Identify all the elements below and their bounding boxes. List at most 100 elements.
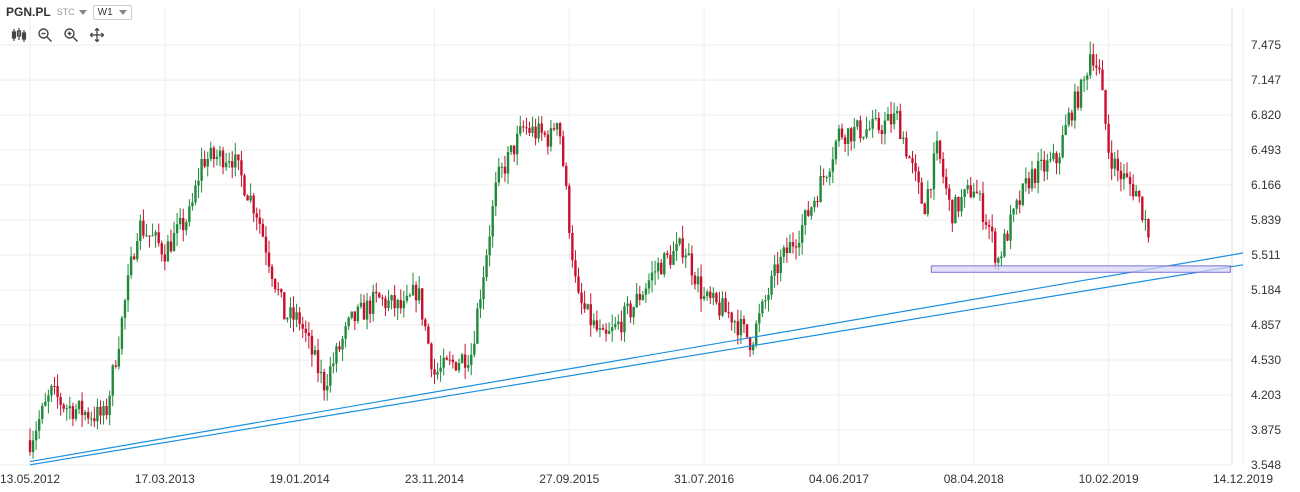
y-tick-label: 3.875	[1251, 423, 1281, 437]
y-tick-label: 4.203	[1251, 388, 1281, 402]
chart-annotations[interactable]	[29, 252, 1244, 466]
candle-body-down	[322, 371, 326, 391]
candle-body-down	[1147, 219, 1150, 238]
candle-body-down	[298, 312, 301, 324]
candle-body-up	[295, 312, 298, 320]
candle-body-down	[583, 303, 586, 310]
candle-body-up	[739, 318, 743, 336]
candle-body-down	[571, 233, 574, 261]
candle-body-down	[1055, 153, 1058, 164]
candle-body-down	[969, 185, 972, 198]
candle-body-up	[1036, 161, 1040, 183]
interval-dropdown[interactable]: W1	[92, 4, 132, 20]
candle-body-up	[37, 419, 41, 431]
candle-body-up	[1134, 190, 1138, 197]
candle-body-down	[724, 298, 727, 313]
candle-body-up	[828, 171, 831, 177]
candle-body-down	[574, 260, 577, 277]
candle-body-up	[537, 123, 540, 139]
candle-body-up	[810, 207, 813, 216]
candle-body-down	[945, 176, 948, 189]
candle-body-up	[218, 150, 222, 157]
candle-body-up	[479, 299, 482, 309]
candle-body-up	[371, 291, 375, 314]
candle-body-down	[1116, 158, 1120, 171]
candle-body-up	[678, 238, 681, 244]
candle-body-up	[123, 300, 127, 318]
move-icon[interactable]	[88, 26, 106, 44]
candle-body-up	[313, 350, 317, 355]
zoom-out-icon[interactable]	[36, 26, 54, 44]
candle-body-down	[604, 329, 608, 334]
candle-body-up	[47, 395, 50, 402]
candle-body-up	[473, 343, 476, 355]
candle-body-down	[59, 397, 62, 405]
candle-body-down	[552, 128, 556, 130]
candle-body-up	[417, 288, 421, 301]
candle-body-up	[185, 222, 188, 231]
x-tick-label: 14.12.2019	[1213, 472, 1273, 486]
candle-body-up	[767, 294, 770, 301]
candle-body-up	[491, 206, 494, 237]
chart-tools	[10, 26, 106, 44]
candle-body-down	[666, 253, 669, 255]
candle-body-down	[277, 289, 280, 291]
candle-body-down	[709, 291, 712, 298]
symbol-label[interactable]: PGN.PL	[6, 5, 51, 19]
candle-body-down	[880, 130, 884, 134]
candle-body-up	[935, 140, 939, 154]
candle-body-down	[877, 117, 880, 131]
candle-body-up	[120, 317, 124, 350]
zoom-in-icon[interactable]	[62, 26, 80, 44]
candle-body-up	[696, 276, 700, 285]
candle-body-down	[182, 217, 185, 231]
candle-body-up	[614, 324, 617, 328]
candle-body-up	[895, 110, 899, 114]
candle-body-up	[151, 235, 154, 237]
candle-body-up	[1122, 173, 1126, 180]
candle-body-down	[203, 158, 206, 167]
candle-body-up	[519, 126, 522, 134]
candle-body-up	[653, 271, 657, 273]
candle-body-up	[641, 294, 645, 301]
candle-body-up	[862, 136, 865, 139]
candle-body-up	[1067, 112, 1070, 125]
candle-body-down	[938, 140, 942, 159]
candle-body-down	[727, 312, 730, 314]
candle-body-up	[172, 233, 176, 252]
candle-body-up	[175, 224, 179, 234]
candle-body-down	[840, 128, 844, 138]
candle-body-up	[755, 323, 758, 345]
candle-body-down	[445, 357, 448, 360]
candle-body-down	[543, 132, 546, 135]
candle-body-down	[929, 189, 933, 191]
candle-body-down	[730, 312, 733, 323]
candle-body-down	[525, 127, 528, 129]
candle-body-up	[117, 349, 121, 367]
candle-body-down	[620, 321, 623, 333]
candle-body-up	[549, 128, 553, 147]
candles-icon[interactable]	[10, 26, 28, 44]
candle-body-up	[1113, 158, 1116, 169]
candle-body-down	[785, 247, 789, 254]
candle-body-up	[758, 313, 761, 324]
x-tick-label: 31.07.2016	[674, 472, 734, 486]
candle-body-up	[960, 197, 963, 212]
chevron-down-icon	[78, 9, 87, 15]
candle-body-up	[197, 180, 200, 186]
candle-body-up	[1058, 157, 1061, 164]
candle-body-up	[635, 293, 638, 308]
candle-body-up	[1021, 183, 1025, 205]
candle-body-down	[629, 303, 632, 318]
candle-body-down	[414, 284, 418, 301]
candle-body-up	[227, 161, 231, 163]
candle-body-down	[221, 150, 225, 168]
candle-body-down	[56, 386, 59, 398]
candle-body-up	[647, 280, 651, 289]
y-tick-label: 4.530	[1251, 353, 1281, 367]
candlestick-series	[28, 41, 1150, 459]
candle-body-up	[359, 302, 363, 307]
type-dropdown[interactable]: STC	[57, 7, 87, 17]
candle-body-down	[905, 137, 908, 157]
